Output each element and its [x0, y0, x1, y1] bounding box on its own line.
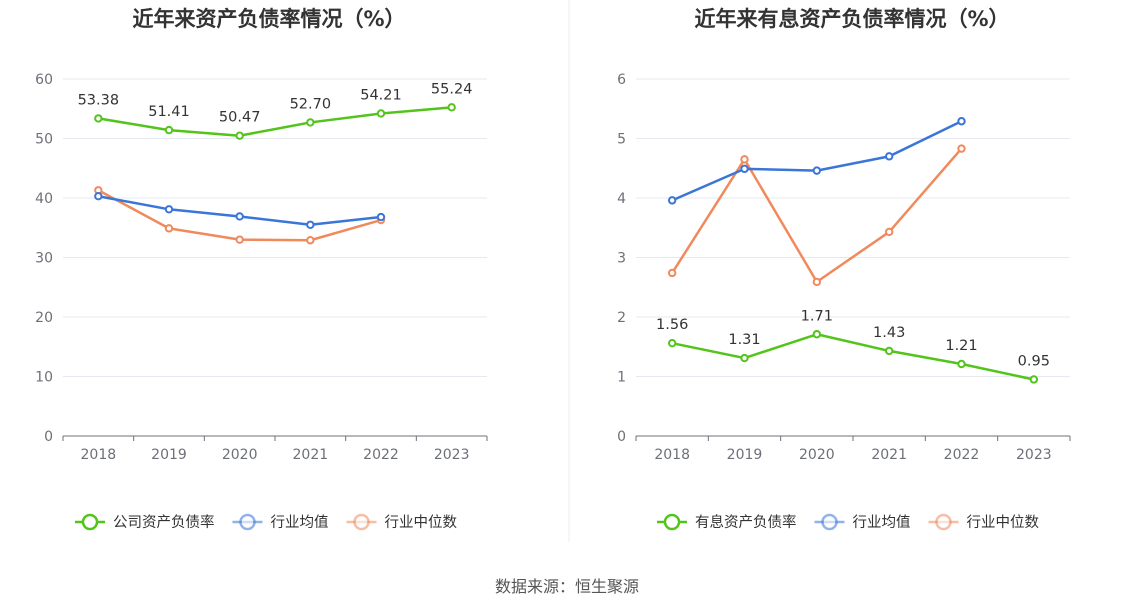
chart-0-y-tick-label: 0	[44, 429, 53, 445]
chart-0-data-label: 52.70	[290, 96, 332, 112]
chart-0-point-blue[interactable]	[235, 212, 244, 221]
legend-label: 行业均值	[853, 514, 911, 531]
chart-1-y-tick-label: 4	[617, 191, 626, 207]
chart-0-title: 近年来资产负债率情况（%）	[132, 7, 405, 31]
chart-1-point-orange[interactable]	[884, 227, 894, 237]
chart-1-legend-item-green[interactable]: 有息资产负债率	[657, 513, 797, 531]
chart-1-x-tick-label: 2019	[727, 447, 763, 463]
chart-1-y-tick-label: 0	[617, 429, 626, 445]
legend-label: 行业均值	[271, 514, 329, 531]
chart-0-point-green[interactable]	[235, 131, 244, 140]
chart-0-legend-item-orange[interactable]: 行业中位数	[346, 513, 458, 531]
chart-1-y-tick-label: 3	[617, 251, 626, 267]
data-source-label: 数据来源：恒生聚源	[495, 577, 639, 596]
chart-0-y-tick-label: 30	[35, 251, 53, 267]
chart-1-data-label: 1.21	[945, 338, 977, 354]
chart-0-x-tick-label: 2023	[434, 447, 470, 463]
chart-1-point-orange[interactable]	[667, 268, 677, 278]
chart-0-data-label: 54.21	[360, 87, 402, 103]
legend-label: 行业中位数	[967, 514, 1040, 531]
chart-1-x-tick-label: 2021	[871, 447, 907, 463]
chart-0-legend-item-green[interactable]: 公司资产负债率	[75, 513, 215, 531]
chart-0-x-tick-label: 2018	[81, 447, 117, 463]
chart-1-data-label: 1.43	[873, 325, 905, 341]
chart-1-data-label: 1.71	[801, 308, 833, 324]
chart-0-data-label: 53.38	[78, 92, 120, 108]
chart-0-point-orange[interactable]	[164, 224, 174, 233]
chart-0-series-line-green	[98, 106, 452, 137]
chart-1-point-blue[interactable]	[667, 196, 677, 205]
chart-1-series-line-blue	[671, 120, 963, 202]
chart-0-data-label: 50.47	[219, 110, 261, 126]
chart-1-x-tick-label: 2022	[944, 447, 980, 463]
chart-0-data-label: 51.41	[148, 104, 190, 120]
chart-0-y-tick-label: 10	[35, 370, 53, 386]
legend-swatch-marker	[81, 513, 99, 531]
chart-0-point-green[interactable]	[306, 118, 315, 127]
chart-0-data-label: 55.24	[431, 81, 473, 97]
chart-0-x-tick-label: 2022	[363, 447, 399, 463]
legend-label: 有息资产负债率	[695, 514, 797, 531]
chart-1-point-green[interactable]	[957, 359, 966, 369]
chart-1-point-orange[interactable]	[812, 277, 822, 287]
interest-bearing-debt-ratio-chart: 近年来有息资产负债率情况（%） 0 1 2 3 4 5 6 2018 2019 2020 2021 20…	[617, 7, 1071, 531]
chart-0-point-orange[interactable]	[235, 235, 244, 244]
chart-1-point-blue[interactable]	[884, 152, 894, 161]
legend-swatch-marker	[663, 513, 681, 531]
chart-0-x-tick-label: 2020	[222, 447, 258, 463]
chart-1-point-orange[interactable]	[740, 155, 749, 164]
chart-1-legend-item-orange[interactable]: 行业中位数	[928, 513, 1040, 531]
chart-0-point-green[interactable]	[94, 114, 103, 123]
legend-label: 行业中位数	[385, 514, 458, 531]
chart-0-x-tick-label: 2021	[293, 447, 329, 463]
legend-swatch-marker	[821, 513, 838, 531]
chart-1-y-tick-label: 5	[617, 132, 626, 148]
chart-1-x-tick-label: 2020	[799, 447, 835, 463]
chart-0-y-tick-label: 50	[35, 132, 53, 148]
chart-1-point-green[interactable]	[812, 330, 822, 339]
chart-1-x-tick-label: 2023	[1016, 447, 1052, 463]
chart-0-point-orange[interactable]	[306, 236, 315, 245]
chart-0-legend-item-blue[interactable]: 行业均值	[232, 513, 329, 531]
chart-1-point-blue[interactable]	[740, 164, 749, 174]
chart-1-data-label: 1.56	[656, 317, 688, 333]
legend-swatch-marker	[353, 513, 370, 531]
chart-1-series-line-green	[671, 333, 1035, 381]
chart-0-y-tick-label: 20	[35, 310, 53, 326]
chart-1-y-tick-label: 1	[617, 370, 626, 386]
chart-1-point-orange[interactable]	[957, 144, 966, 153]
chart-0-x-tick-label: 2019	[151, 447, 187, 463]
chart-0-point-green[interactable]	[376, 109, 386, 118]
chart-1-title: 近年来有息资产负债率情况（%）	[694, 7, 1009, 31]
chart-1-x-tick-label: 2018	[654, 447, 690, 463]
chart-0-point-green[interactable]	[164, 125, 174, 135]
chart-1-point-green[interactable]	[667, 338, 677, 348]
chart-0-y-tick-label: 40	[35, 191, 53, 207]
legend-label: 公司资产负债率	[113, 514, 215, 531]
legend-swatch-marker	[935, 513, 952, 531]
chart-1-y-tick-label: 6	[617, 72, 626, 88]
chart-0-point-green[interactable]	[447, 103, 456, 112]
chart-1-point-green[interactable]	[884, 346, 894, 356]
legend-swatch-marker	[239, 513, 256, 531]
debt-ratio-chart: 近年来资产负债率情况（%） 0 10 20 30 40 50 60 2018 2019 2020 20…	[35, 7, 488, 531]
chart-1-point-blue[interactable]	[812, 166, 822, 175]
chart-0-point-blue[interactable]	[306, 220, 315, 229]
chart-1-data-label: 1.31	[728, 332, 760, 348]
chart-0-y-tick-label: 60	[35, 72, 53, 88]
chart-1-y-tick-label: 2	[617, 310, 626, 326]
chart-0-point-blue[interactable]	[164, 205, 174, 214]
chart-0-point-blue[interactable]	[94, 192, 103, 201]
chart-1-data-label: 0.95	[1018, 353, 1050, 369]
chart-0-point-blue[interactable]	[376, 212, 386, 222]
chart-1-point-green[interactable]	[740, 353, 749, 363]
chart-1-point-blue[interactable]	[957, 117, 966, 126]
chart-1-legend-item-blue[interactable]: 行业均值	[814, 513, 911, 531]
chart-1-point-green[interactable]	[1029, 375, 1039, 384]
